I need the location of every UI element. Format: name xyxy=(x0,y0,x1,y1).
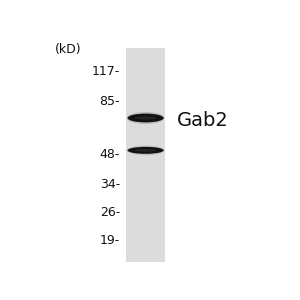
Text: 117-: 117- xyxy=(92,65,120,78)
Text: (kD): (kD) xyxy=(54,44,81,56)
Ellipse shape xyxy=(135,149,156,152)
Text: 34-: 34- xyxy=(100,178,120,191)
Text: Gab2: Gab2 xyxy=(177,111,229,130)
Ellipse shape xyxy=(128,114,164,122)
Ellipse shape xyxy=(128,147,164,154)
FancyBboxPatch shape xyxy=(126,47,165,262)
Ellipse shape xyxy=(127,112,164,124)
Text: 19-: 19- xyxy=(100,234,120,247)
Ellipse shape xyxy=(127,146,164,155)
Ellipse shape xyxy=(135,116,156,119)
Text: 85-: 85- xyxy=(100,95,120,108)
Text: 48-: 48- xyxy=(100,148,120,161)
Text: 26-: 26- xyxy=(100,206,120,219)
